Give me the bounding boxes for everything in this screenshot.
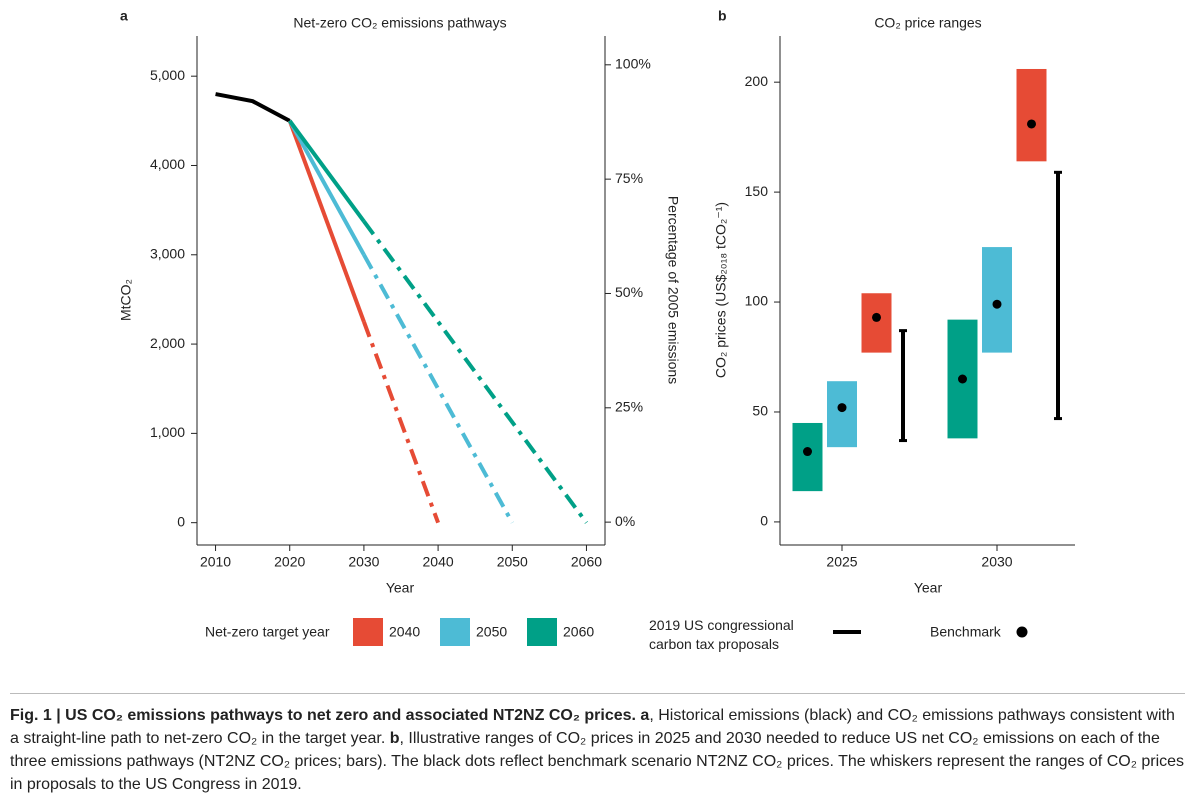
y2-tick-label: 0% — [615, 513, 635, 529]
legend-label: Benchmark — [930, 624, 1002, 640]
benchmark-dot — [872, 312, 881, 322]
line — [362, 321, 440, 524]
y2-tick-label: 75% — [615, 170, 643, 186]
x-tick-label: 2020 — [274, 554, 305, 570]
y-tick-label: 50 — [752, 403, 768, 419]
chart-title: CO₂ price ranges — [874, 15, 981, 31]
y-tick-label: 5,000 — [150, 67, 185, 83]
legend-label: 2040 — [389, 624, 420, 640]
y-tick-label: 1,000 — [150, 424, 185, 440]
benchmark-dot — [992, 299, 1002, 309]
chart-title: Net-zero CO₂ emissions pathways — [293, 15, 506, 31]
y-axis-label: CO₂ prices (US$₂₀₁₈ tCO₂⁻¹) — [713, 202, 729, 378]
x-tick-label: 2040 — [423, 554, 454, 570]
x-tick-label: 2050 — [497, 554, 528, 570]
y2-tick-label: 50% — [615, 284, 643, 300]
y-tick-label: 150 — [745, 183, 769, 199]
legend-label: 2019 US congressional carbon tax proposa… — [649, 617, 794, 652]
caption-text: , Historical emissions (black) and CO₂ e… — [10, 707, 1175, 747]
benchmark-dot — [837, 403, 847, 413]
benchmark-dot — [803, 447, 812, 457]
range-bar — [792, 422, 823, 492]
benchmark-dot — [958, 374, 967, 384]
x-axis-label: Year — [914, 580, 943, 596]
range-bar — [827, 381, 857, 448]
figure: a Net-zero CO₂ emissions pathways Year M… — [118, 8, 1075, 646]
caption-text: , Illustrative ranges of CO₂ prices in 2… — [10, 730, 1185, 793]
range-bar — [861, 293, 892, 353]
x-axis-label: Year — [386, 580, 415, 596]
panel-label: b — [718, 8, 727, 24]
x-tick-label: 2010 — [200, 554, 231, 570]
x-tick-label: 2025 — [826, 554, 857, 570]
legend-swatch — [1016, 626, 1028, 638]
y-tick-label: 2,000 — [150, 335, 185, 351]
panel-label: a — [120, 8, 128, 24]
legend-label: 2050 — [476, 624, 507, 640]
y-axis-label: MtCO₂ — [118, 279, 134, 321]
legend-title: Net-zero target year — [205, 624, 330, 640]
benchmark-dot — [1027, 119, 1036, 129]
caption-title: Fig. 1 | US CO₂ emissions pathways to ne… — [10, 707, 636, 724]
caption-label: a — [640, 707, 650, 724]
y2-tick-label: 100% — [615, 56, 651, 72]
y2-axis-label: Percentage of 2005 emissions — [665, 196, 681, 384]
line — [362, 220, 589, 524]
legend-swatch — [527, 618, 557, 646]
range-bar — [1016, 68, 1047, 162]
x-tick-label: 2030 — [348, 554, 379, 570]
x-tick-label: 2030 — [981, 554, 1012, 570]
legend-swatch — [353, 618, 383, 646]
line — [287, 120, 366, 323]
caption-label: b — [389, 730, 400, 747]
y-tick-label: 0 — [760, 513, 768, 529]
line — [288, 119, 366, 223]
caption: Fig. 1 | US CO₂ emissions pathways to ne… — [10, 693, 1185, 796]
legend-label: 2060 — [563, 624, 594, 640]
legend-swatch — [440, 618, 470, 646]
line — [287, 119, 366, 256]
y-tick-label: 200 — [745, 73, 769, 89]
y-tick-label: 0 — [177, 513, 185, 529]
y-tick-label: 3,000 — [150, 245, 185, 261]
line — [215, 92, 291, 123]
x-tick-label: 2060 — [571, 554, 602, 570]
y2-tick-label: 25% — [615, 399, 643, 415]
y-tick-label: 4,000 — [150, 156, 185, 172]
y-tick-label: 100 — [745, 293, 769, 309]
